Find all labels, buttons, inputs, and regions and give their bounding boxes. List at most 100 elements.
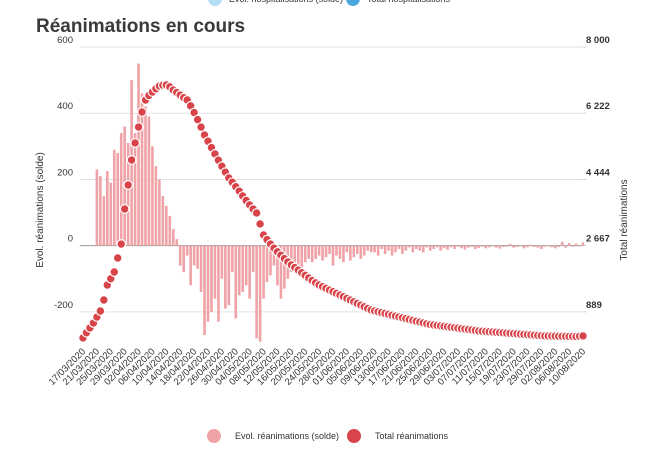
bar — [185, 245, 189, 256]
bar — [529, 244, 533, 246]
bar — [112, 149, 116, 246]
point — [126, 155, 137, 165]
point — [196, 122, 206, 132]
bar — [487, 245, 491, 248]
bar — [168, 215, 172, 246]
bar — [203, 245, 206, 336]
bar — [296, 245, 300, 276]
bar — [560, 241, 564, 246]
bar — [474, 245, 477, 249]
bar — [540, 245, 543, 249]
bar — [425, 245, 429, 248]
bar — [310, 245, 314, 263]
bar — [481, 245, 484, 247]
y2-tick-label: 6 222 — [586, 101, 610, 112]
bar — [321, 245, 324, 261]
bar — [279, 245, 283, 299]
bar — [567, 243, 571, 246]
bar — [175, 239, 179, 246]
bar — [241, 245, 245, 293]
bar — [227, 245, 231, 306]
bar — [550, 245, 554, 248]
bar — [244, 245, 248, 286]
bar — [352, 245, 356, 258]
y-tick-label: -200 — [54, 300, 73, 311]
bar — [331, 245, 335, 266]
bar — [283, 245, 286, 289]
y2-tick-label: 4 444 — [586, 167, 610, 178]
point — [133, 122, 144, 132]
bar — [137, 63, 140, 246]
bar — [119, 133, 123, 246]
bar — [366, 245, 370, 251]
bar — [432, 245, 435, 249]
bar — [237, 245, 241, 296]
y-tick-label: 0 — [68, 234, 73, 245]
bar — [543, 245, 547, 247]
bar — [505, 245, 508, 247]
bar — [171, 229, 175, 246]
bar — [574, 243, 578, 246]
bar — [151, 146, 154, 246]
bar — [453, 245, 456, 249]
bar — [220, 245, 224, 279]
bar — [144, 106, 147, 246]
point — [119, 204, 130, 214]
bar — [342, 245, 345, 263]
bar — [477, 245, 481, 248]
bar — [199, 245, 203, 293]
bar — [178, 245, 182, 266]
bar — [415, 245, 418, 249]
bar — [463, 245, 467, 250]
bar — [262, 245, 265, 299]
bar — [335, 245, 338, 256]
bar — [421, 245, 425, 253]
bar — [449, 245, 453, 248]
bar — [498, 245, 501, 249]
y2-tick-label: 8 000 — [586, 35, 610, 46]
legend-swatch — [208, 0, 222, 6]
bar — [276, 245, 279, 286]
legend-label: Evol. réanimations (solde) — [235, 431, 339, 441]
point — [109, 267, 120, 277]
bar — [564, 245, 567, 248]
bar — [99, 176, 102, 246]
y-axis-title: Evol. réanimations (solde) — [35, 152, 46, 268]
bar — [442, 245, 446, 249]
legend-label: Total réanimations — [375, 431, 449, 441]
bar — [369, 245, 373, 253]
bar — [533, 245, 536, 247]
bar — [526, 245, 529, 248]
point — [112, 253, 123, 263]
bar — [317, 245, 321, 256]
bar — [251, 245, 255, 273]
bar — [206, 245, 210, 322]
chart-title: Réanimations en cours — [36, 16, 245, 37]
bar — [293, 245, 297, 266]
bar — [140, 93, 144, 246]
bar — [484, 245, 488, 249]
legend-label: Evol. hospitalisations (solde) — [229, 0, 343, 4]
bar — [165, 205, 168, 246]
bar — [161, 196, 165, 246]
y2-tick-label: 2 667 — [586, 234, 610, 245]
bar — [394, 245, 397, 253]
bar — [387, 245, 390, 251]
bar — [196, 245, 199, 269]
point — [130, 138, 140, 148]
point — [255, 219, 265, 229]
legend-swatch — [346, 0, 360, 6]
bar — [265, 245, 269, 283]
bar — [428, 245, 432, 251]
y-tick-label: 200 — [57, 167, 73, 178]
bar — [408, 245, 411, 248]
bar — [213, 245, 217, 299]
bar — [248, 245, 251, 299]
bar — [231, 245, 234, 273]
bar — [467, 245, 470, 248]
bar — [192, 245, 196, 266]
bar — [404, 245, 408, 251]
legend-swatch — [207, 429, 221, 443]
